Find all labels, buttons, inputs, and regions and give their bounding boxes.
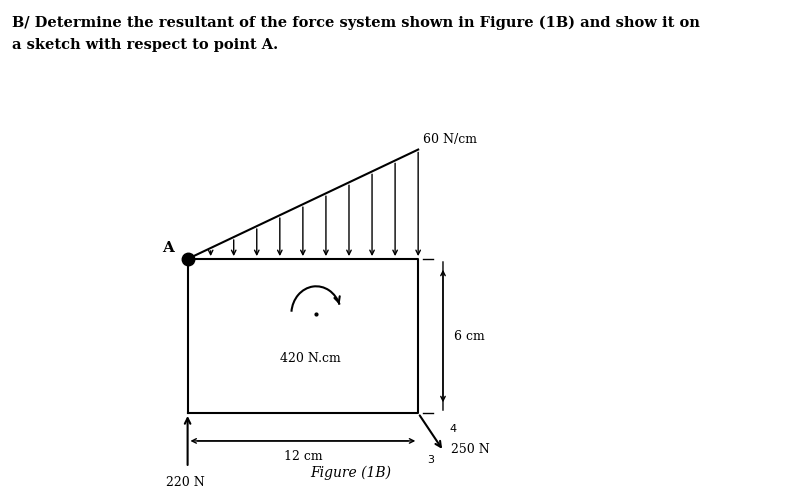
Text: 220 N: 220 N [166, 476, 205, 489]
Text: 6 cm: 6 cm [454, 329, 485, 342]
Text: Figure (1B): Figure (1B) [310, 466, 392, 480]
Text: 60 N/cm: 60 N/cm [422, 133, 477, 146]
Text: B/ Determine the resultant of the force system shown in Figure (1B) and show it : B/ Determine the resultant of the force … [12, 15, 700, 30]
Text: 250 N: 250 N [451, 443, 489, 456]
Text: 4: 4 [449, 424, 456, 434]
Text: a sketch with respect to point A.: a sketch with respect to point A. [12, 38, 278, 52]
Text: 3: 3 [427, 455, 434, 465]
Text: A: A [162, 241, 174, 255]
Text: 420 N.cm: 420 N.cm [281, 352, 341, 365]
Text: 12 cm: 12 cm [284, 450, 322, 463]
